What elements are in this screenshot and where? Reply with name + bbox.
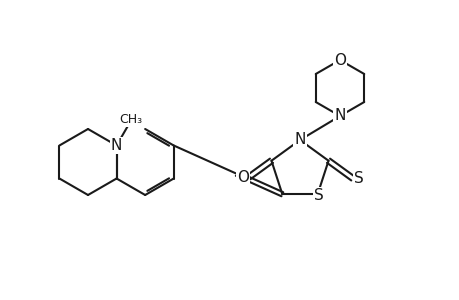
Text: O: O: [236, 170, 248, 185]
Text: S: S: [353, 171, 363, 186]
Text: N: N: [111, 138, 122, 153]
Text: O: O: [333, 52, 345, 68]
Text: S: S: [313, 188, 323, 203]
Text: CH₃: CH₃: [119, 113, 142, 126]
Text: N: N: [334, 109, 345, 124]
Text: N: N: [294, 131, 305, 146]
